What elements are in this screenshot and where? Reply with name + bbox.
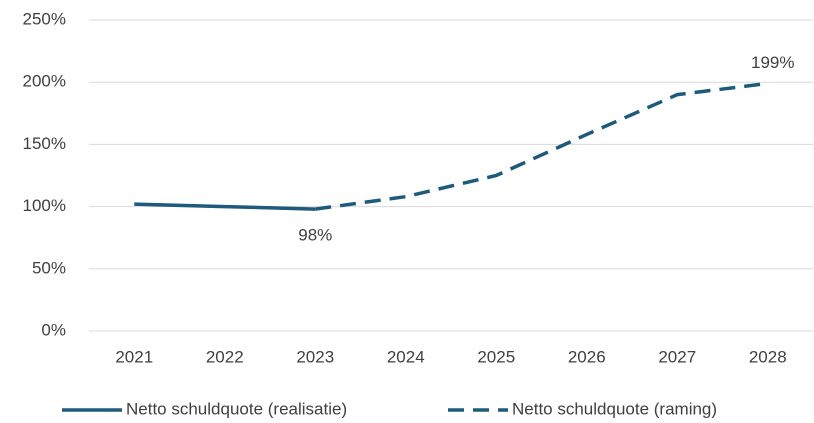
x-tick-label: 2026 bbox=[568, 347, 606, 366]
x-tick-label: 2021 bbox=[115, 347, 153, 366]
y-tick-label: 50% bbox=[32, 258, 66, 277]
y-tick-label: 0% bbox=[41, 320, 66, 339]
data-label: 199% bbox=[751, 53, 794, 72]
y-tick-label: 200% bbox=[23, 72, 66, 91]
x-tick-label: 2025 bbox=[477, 347, 515, 366]
line-series bbox=[315, 81, 768, 211]
y-tick-label: 250% bbox=[23, 9, 66, 28]
x-tick-label: 2024 bbox=[387, 347, 425, 366]
x-tick-label: 2028 bbox=[749, 347, 787, 366]
line-series bbox=[134, 202, 316, 211]
y-tick-label: 150% bbox=[23, 134, 66, 153]
y-tick-label: 100% bbox=[23, 196, 66, 215]
legend-label: Netto schuldquote (raming) bbox=[512, 399, 717, 418]
x-tick-label: 2027 bbox=[658, 347, 696, 366]
legend-label: Netto schuldquote (realisatie) bbox=[126, 399, 347, 418]
x-tick-label: 2023 bbox=[296, 347, 334, 366]
data-label: 98% bbox=[298, 226, 332, 245]
x-tick-label: 2022 bbox=[206, 347, 244, 366]
